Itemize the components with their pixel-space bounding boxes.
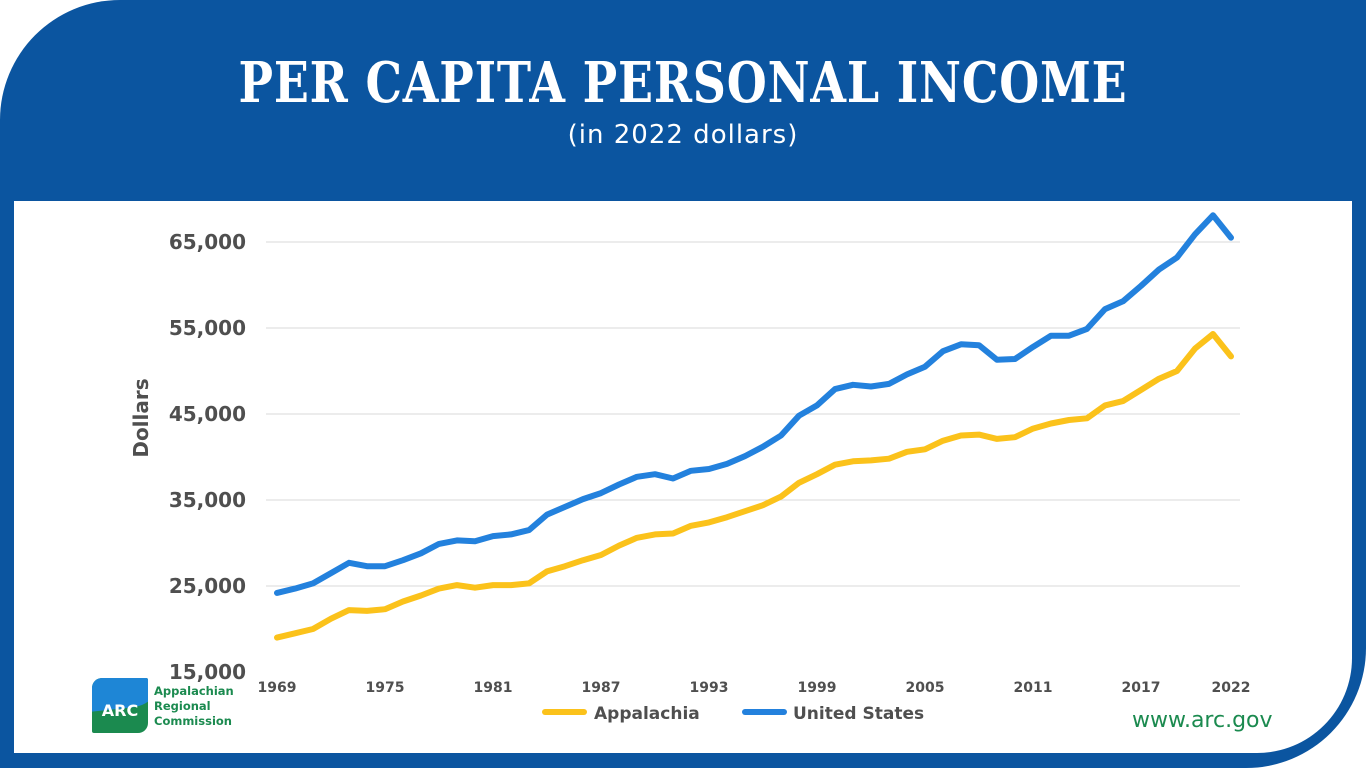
y-tick-label: 55,000 (169, 316, 246, 340)
x-tick-label: 1981 (474, 680, 513, 696)
legend-label-appalachia: Appalachia (594, 704, 700, 724)
x-tick-label: 1993 (690, 680, 729, 696)
x-tick-label: 2011 (1014, 680, 1053, 696)
gridlines (266, 241, 1240, 587)
org-name-line: Regional (154, 699, 211, 713)
series-line-united-states (274, 212, 1234, 596)
legend-label-united-states: United States (793, 704, 924, 724)
x-axis-ticks: 1969 1975 1981 1987 1993 1999 2005 2011 2017 2022 (258, 680, 1251, 696)
organization-name: Appalachian Regional Commission (154, 684, 264, 729)
x-tick-label: 2005 (906, 680, 945, 696)
logo-text: ARC (101, 701, 139, 720)
arc-logo: ARC (92, 678, 148, 733)
x-tick-label: 2017 (1122, 680, 1161, 696)
x-tick-label: 2022 (1212, 680, 1251, 696)
y-tick-label: 25,000 (169, 574, 246, 598)
org-name-line: Commission (154, 714, 232, 728)
y-tick-label: 45,000 (169, 402, 246, 426)
website-link[interactable]: www.arc.gov (1132, 708, 1273, 733)
y-axis-label: Dollars (129, 378, 153, 457)
page-title: PER CAPITA PERSONAL INCOME (238, 50, 1128, 116)
org-name-line: Appalachian (154, 684, 234, 698)
series-lines (274, 212, 1234, 641)
x-tick-label: 1999 (798, 680, 837, 696)
y-tick-label: 65,000 (169, 230, 246, 254)
series-line-appalachia (274, 331, 1234, 641)
x-tick-label: 1987 (582, 680, 621, 696)
legend: Appalachia United States (542, 704, 924, 724)
x-tick-label: 1975 (366, 680, 405, 696)
page-subtitle: (in 2022 dollars) (567, 120, 799, 150)
y-tick-label: 35,000 (169, 488, 246, 512)
x-tick-label: 1969 (258, 680, 297, 696)
y-axis-ticks: 15,000 25,000 35,000 45,000 55,000 65,000 (169, 230, 246, 684)
y-tick-label: 15,000 (169, 660, 246, 684)
